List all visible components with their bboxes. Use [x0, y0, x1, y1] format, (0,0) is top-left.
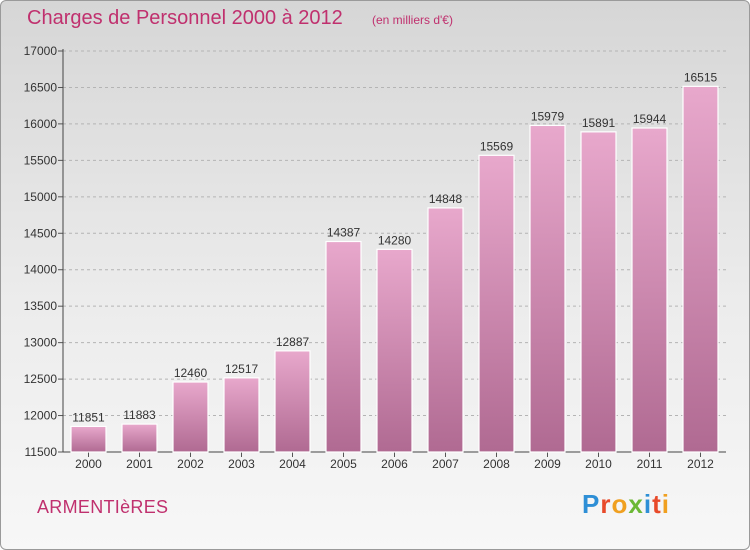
y-tick-label: 12000: [24, 409, 58, 423]
logo-letter: o: [611, 489, 629, 519]
bar-2002: [172, 381, 209, 453]
data-label-2007: 14848: [429, 192, 463, 206]
chart-title: Charges de Personnel 2000 à 2012: [27, 7, 343, 29]
data-labels: 11851 11883 12460 12517 12887 14387 14280 14848…: [72, 70, 717, 424]
data-label-2001: 11883: [123, 408, 156, 422]
y-tick-label: 14000: [24, 263, 58, 277]
bars: [70, 85, 719, 453]
data-label-2011: 15944: [633, 112, 667, 126]
bar-2003: [223, 377, 260, 453]
y-tick-label: 11500: [25, 445, 58, 459]
bar-2009: [529, 124, 566, 453]
y-tick-label: 17000: [24, 44, 58, 58]
logo-letter: i: [661, 489, 670, 519]
x-tick-label: 2003: [228, 457, 255, 471]
bar-2006: [376, 248, 413, 453]
data-label-2006: 14280: [378, 233, 412, 247]
y-tick-label: 13500: [24, 299, 58, 313]
data-label-2002: 12460: [174, 366, 208, 380]
x-tick-label: 2000: [75, 457, 102, 471]
logo-letter: x: [628, 489, 644, 519]
bar-2004: [274, 350, 311, 453]
y-tick-label: 16500: [24, 80, 58, 94]
data-label-2008: 15569: [480, 139, 514, 153]
y-tick-label: 16000: [24, 117, 58, 131]
x-tick-label: 2002: [177, 457, 204, 471]
x-tick-label: 2006: [381, 457, 408, 471]
x-tick-label: 2007: [432, 457, 459, 471]
data-label-2004: 12887: [276, 335, 310, 349]
data-label-2009: 15979: [531, 109, 565, 123]
x-tick-label: 2005: [330, 457, 357, 471]
data-label-2000: 11851: [72, 410, 105, 424]
data-label-2010: 15891: [582, 116, 616, 130]
y-tick-label: 14500: [24, 226, 58, 240]
bar-2012: [682, 85, 719, 453]
x-tick-label: 2009: [534, 457, 561, 471]
x-tick-label: 2008: [483, 457, 510, 471]
x-tick-label: 2001: [126, 457, 153, 471]
data-label-2003: 12517: [225, 362, 259, 376]
x-tick-label: 2010: [585, 457, 612, 471]
data-label-2012: 16515: [684, 70, 718, 84]
city-name: ARMENTIèRES: [37, 497, 169, 517]
bar-2001: [121, 423, 158, 453]
bar-2000: [70, 425, 107, 453]
y-tick-label: 15500: [24, 153, 58, 167]
logo-letter: t: [652, 489, 662, 519]
bar-2007: [427, 207, 464, 453]
data-label-2005: 14387: [327, 226, 361, 240]
x-tick-label: 2004: [279, 457, 306, 471]
bar-2005: [325, 240, 362, 453]
y-tick-label: 12500: [24, 372, 58, 386]
logo-letter: r: [600, 489, 612, 519]
bar-2011: [631, 127, 668, 453]
chart-subtitle: (en milliers d'€): [372, 13, 453, 27]
x-tick-label: 2011: [637, 457, 663, 471]
bar-2010: [580, 131, 617, 453]
x-tick-label: 2012: [687, 457, 714, 471]
logo-letter: P: [582, 489, 601, 519]
bar-2008: [478, 154, 515, 453]
y-tick-label: 13000: [24, 336, 58, 350]
logo-letter: i: [643, 489, 653, 519]
axes: 11500 12000 12500 13000 13500 14000 14500 15000…: [24, 44, 726, 471]
y-tick-label: 15000: [24, 190, 58, 204]
proxiti-logo[interactable]: Proxiti: [582, 489, 670, 520]
